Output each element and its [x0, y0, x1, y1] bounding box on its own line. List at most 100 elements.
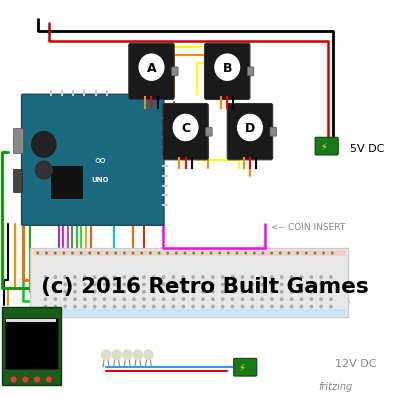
Circle shape [133, 291, 135, 293]
Circle shape [241, 298, 244, 301]
Circle shape [158, 253, 160, 254]
FancyBboxPatch shape [22, 95, 164, 226]
Circle shape [212, 284, 214, 286]
Circle shape [172, 298, 174, 301]
Circle shape [23, 377, 28, 382]
Circle shape [94, 298, 96, 301]
Circle shape [300, 298, 303, 301]
Circle shape [330, 291, 332, 293]
Circle shape [172, 291, 174, 293]
Circle shape [281, 276, 283, 279]
Circle shape [113, 276, 116, 279]
Circle shape [54, 276, 56, 279]
Circle shape [310, 306, 312, 308]
Text: D: D [245, 122, 255, 135]
Circle shape [74, 298, 76, 301]
FancyBboxPatch shape [270, 128, 276, 137]
Circle shape [222, 291, 224, 293]
Circle shape [281, 298, 283, 301]
Circle shape [261, 284, 263, 286]
FancyBboxPatch shape [315, 138, 338, 156]
Circle shape [297, 253, 298, 254]
Circle shape [310, 284, 312, 286]
Circle shape [320, 306, 322, 308]
Circle shape [143, 276, 145, 279]
Circle shape [74, 306, 76, 308]
Circle shape [290, 298, 293, 301]
Circle shape [192, 298, 194, 301]
Circle shape [35, 377, 39, 382]
Circle shape [162, 284, 165, 286]
Circle shape [232, 276, 234, 279]
Circle shape [241, 291, 244, 293]
Circle shape [245, 253, 246, 254]
Circle shape [251, 298, 253, 301]
Circle shape [222, 306, 224, 308]
Circle shape [172, 284, 174, 286]
Circle shape [193, 253, 194, 254]
Circle shape [330, 306, 332, 308]
Circle shape [320, 276, 322, 279]
Circle shape [281, 306, 283, 308]
Circle shape [64, 306, 66, 308]
Circle shape [37, 253, 39, 254]
Circle shape [54, 253, 56, 254]
Circle shape [176, 253, 177, 254]
Circle shape [94, 276, 96, 279]
Circle shape [94, 306, 96, 308]
Circle shape [271, 284, 273, 286]
Circle shape [153, 306, 155, 308]
Bar [2, 307, 60, 385]
Circle shape [133, 298, 135, 301]
Circle shape [153, 276, 155, 279]
Circle shape [64, 298, 66, 301]
Circle shape [103, 298, 106, 301]
Circle shape [113, 291, 116, 293]
Text: ⚡: ⚡ [320, 142, 327, 152]
FancyBboxPatch shape [234, 358, 257, 376]
Circle shape [202, 298, 204, 301]
Circle shape [232, 298, 234, 301]
Circle shape [192, 306, 194, 308]
Circle shape [182, 298, 184, 301]
Bar [34, 251, 345, 256]
Circle shape [44, 276, 46, 279]
Circle shape [123, 276, 125, 279]
Circle shape [320, 298, 322, 301]
Circle shape [251, 291, 253, 293]
Text: fritzing: fritzing [318, 381, 352, 391]
Circle shape [173, 115, 198, 141]
Circle shape [232, 284, 234, 286]
Circle shape [162, 291, 165, 293]
Text: A: A [147, 61, 156, 75]
FancyBboxPatch shape [227, 104, 273, 160]
Circle shape [182, 291, 184, 293]
Circle shape [63, 253, 64, 254]
Text: UNO: UNO [91, 177, 108, 182]
Circle shape [44, 306, 46, 308]
Circle shape [261, 276, 263, 279]
Circle shape [44, 291, 46, 293]
Circle shape [80, 253, 82, 254]
Circle shape [310, 276, 312, 279]
Circle shape [150, 253, 151, 254]
Circle shape [103, 276, 106, 279]
Circle shape [241, 306, 244, 308]
Circle shape [300, 306, 303, 308]
Circle shape [113, 306, 116, 308]
Circle shape [153, 284, 155, 286]
Circle shape [232, 291, 234, 293]
Circle shape [182, 284, 184, 286]
Bar [34, 310, 345, 315]
Circle shape [300, 284, 303, 286]
Circle shape [143, 306, 145, 308]
Text: ⚡: ⚡ [239, 363, 246, 372]
FancyBboxPatch shape [206, 128, 212, 137]
Text: 12V DC: 12V DC [335, 358, 377, 368]
Circle shape [222, 298, 224, 301]
Circle shape [12, 377, 16, 382]
Circle shape [236, 253, 238, 254]
Circle shape [113, 284, 116, 286]
Circle shape [271, 276, 273, 279]
Circle shape [54, 298, 56, 301]
